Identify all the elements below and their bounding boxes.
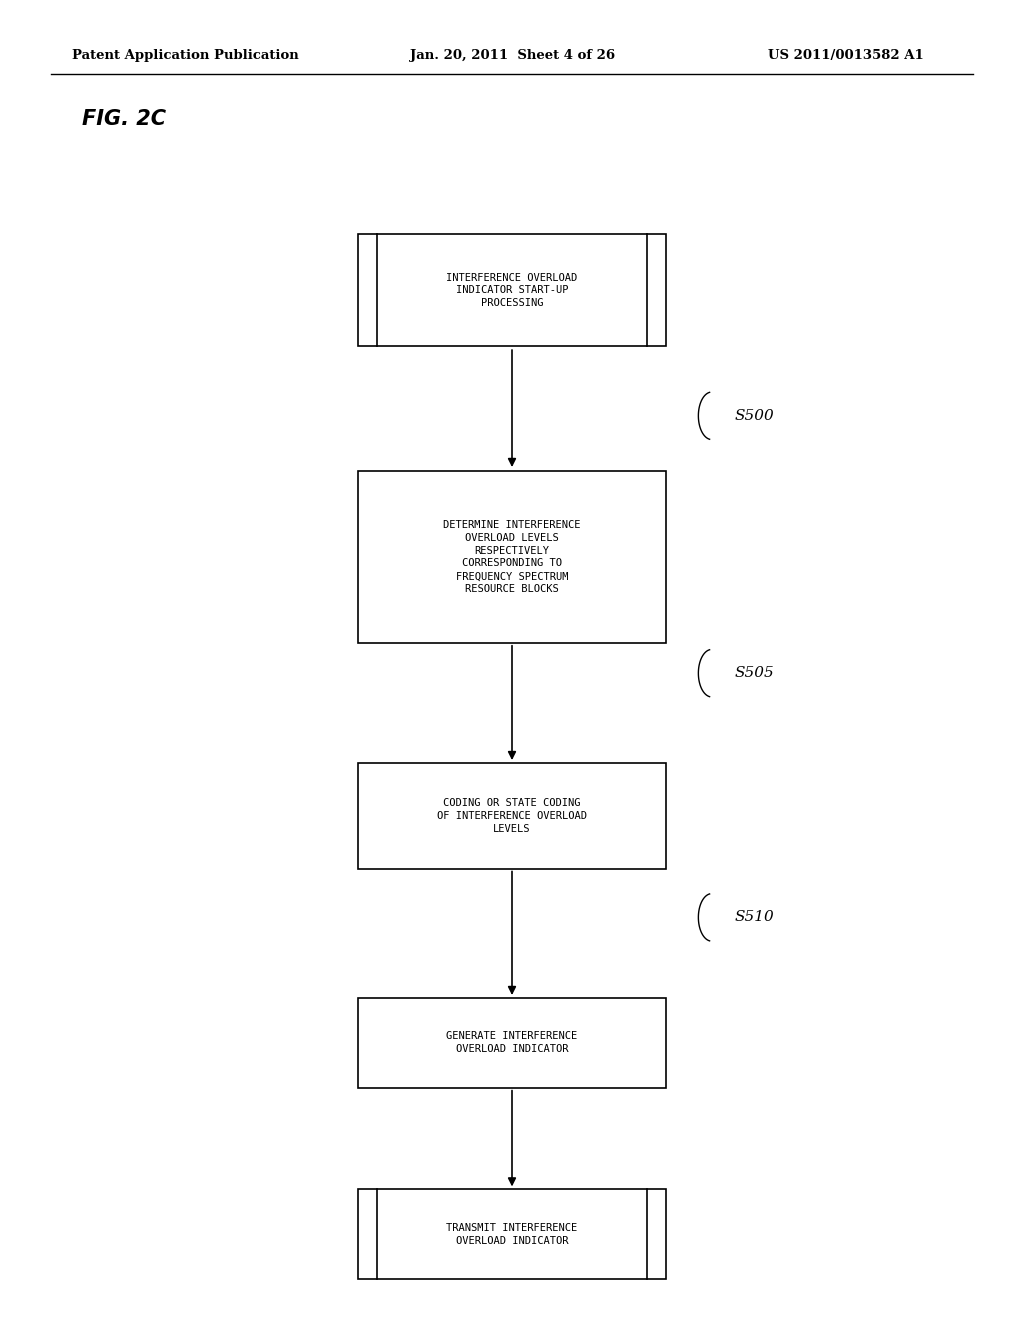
Text: CODING OR STATE CODING
OF INTERFERENCE OVERLOAD
LEVELS: CODING OR STATE CODING OF INTERFERENCE O… bbox=[437, 799, 587, 833]
Bar bbox=[358, 471, 666, 643]
Text: INTERFERENCE OVERLOAD
INDICATOR START-UP
PROCESSING: INTERFERENCE OVERLOAD INDICATOR START-UP… bbox=[446, 273, 578, 308]
Text: Patent Application Publication: Patent Application Publication bbox=[72, 49, 298, 62]
Bar bbox=[358, 998, 666, 1088]
Text: S500: S500 bbox=[734, 409, 774, 422]
Text: DETERMINE INTERFERENCE
OVERLOAD LEVELS
RESPECTIVELY
CORRESPONDING TO
FREQUENCY S: DETERMINE INTERFERENCE OVERLOAD LEVELS R… bbox=[443, 520, 581, 594]
Bar bbox=[358, 1189, 666, 1279]
Text: US 2011/0013582 A1: US 2011/0013582 A1 bbox=[768, 49, 924, 62]
Text: GENERATE INTERFERENCE
OVERLOAD INDICATOR: GENERATE INTERFERENCE OVERLOAD INDICATOR bbox=[446, 1031, 578, 1055]
Text: FIG. 2C: FIG. 2C bbox=[82, 108, 166, 129]
Text: S505: S505 bbox=[734, 667, 774, 680]
Text: S510: S510 bbox=[734, 911, 774, 924]
Bar bbox=[358, 235, 666, 346]
Text: TRANSMIT INTERFERENCE
OVERLOAD INDICATOR: TRANSMIT INTERFERENCE OVERLOAD INDICATOR bbox=[446, 1222, 578, 1246]
Bar bbox=[358, 763, 666, 869]
Text: Jan. 20, 2011  Sheet 4 of 26: Jan. 20, 2011 Sheet 4 of 26 bbox=[410, 49, 614, 62]
